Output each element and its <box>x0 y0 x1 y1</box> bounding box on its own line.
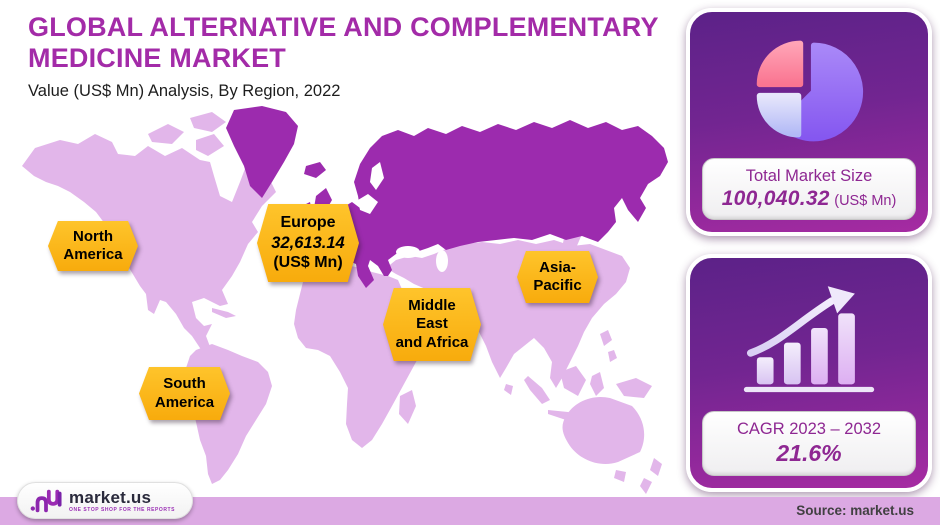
marketus-logo-icon <box>30 489 62 512</box>
map-north-america <box>22 134 276 362</box>
region-label-text: Europe <box>280 214 336 232</box>
map-iceland <box>304 162 326 178</box>
bar-1 <box>756 357 774 385</box>
map-baltic-sea <box>358 194 378 214</box>
region-unit: (US$ Mn) <box>273 254 343 272</box>
map-gulf-of-bothnia <box>370 162 384 190</box>
marketus-logo: market.us ONE STOP SHOP FOR THE REPORTS <box>17 482 193 519</box>
total-market-size-unit: (US$ Mn) <box>834 193 897 209</box>
region-label-text: Middle <box>408 297 456 315</box>
map-madagascar <box>399 390 416 424</box>
page-subtitle: Value (US$ Mn) Analysis, By Region, 2022 <box>28 82 341 100</box>
trend-arrow-shaft <box>746 297 836 357</box>
map-borneo <box>560 366 586 396</box>
page-title-line2: MEDICINE MARKET <box>28 43 286 74</box>
region-label-europe: Europe 32,613.14 (US$ Mn) <box>257 204 359 282</box>
total-market-size-value: 100,040.32 <box>721 187 830 210</box>
cagr-box: CAGR 2023 – 2032 21.6% <box>702 410 916 476</box>
region-label-middle-east-africa: Middle East and Africa <box>383 288 481 361</box>
region-label-south-america: South America <box>139 367 230 420</box>
pie-chart-icon <box>756 40 864 142</box>
total-market-size-label: Total Market Size <box>745 166 873 185</box>
logo-title: market.us <box>69 487 152 507</box>
map-sulawesi <box>590 372 604 396</box>
bar-3 <box>811 328 828 385</box>
map-new-zealand <box>640 458 662 494</box>
map-arctic-island-3 <box>196 134 224 156</box>
page-title-line1: GLOBAL ALTERNATIVE AND COMPLEMENTARY <box>28 12 659 42</box>
region-label-text: America <box>154 393 215 411</box>
total-market-size-value-row: 100,040.32 (US$ Mn) <box>705 187 913 211</box>
cagr-panel: CAGR 2023 – 2032 21.6% <box>686 254 932 492</box>
map-arctic-island-2 <box>190 112 226 132</box>
region-label-text: Asia- <box>539 258 576 276</box>
source-text: Source: market.us <box>796 503 914 518</box>
region-label-text: Pacific <box>533 277 582 294</box>
map-black-sea <box>396 246 420 258</box>
bar-2 <box>783 342 801 385</box>
region-label-text: America <box>63 246 123 263</box>
region-label-text: East <box>416 315 448 333</box>
map-tasmania <box>614 470 626 482</box>
logo-tagline: ONE STOP SHOP FOR THE REPORTS <box>69 506 175 513</box>
total-market-size-panel: Total Market Size 100,040.32 (US$ Mn) <box>686 8 932 236</box>
map-australia <box>562 396 645 465</box>
cagr-value: 21.6% <box>776 440 842 466</box>
total-market-size-box: Total Market Size 100,040.32 (US$ Mn) <box>702 157 916 220</box>
map-new-guinea <box>616 378 652 398</box>
region-value: 32,613.14 <box>271 233 345 252</box>
region-label-text: and Africa <box>395 333 469 351</box>
map-philippines <box>600 330 617 362</box>
map-caspian-sea <box>436 250 448 272</box>
map-highlight-regions <box>226 106 668 288</box>
map-eurasia-highlight <box>288 120 668 288</box>
map-greenland <box>226 106 298 198</box>
region-label-asia-pacific: Asia- Pacific <box>517 251 598 303</box>
bar-4 <box>838 313 855 385</box>
trend-arrow-head <box>827 286 855 314</box>
cagr-label: CAGR 2023 – 2032 <box>736 419 881 438</box>
region-label-text: South <box>163 375 206 393</box>
map-sumatra <box>524 376 550 404</box>
map-sri-lanka <box>504 384 513 395</box>
marketus-logo-text: market.us ONE STOP SHOP FOR THE REPORTS <box>69 489 175 513</box>
map-arctic-island-1 <box>148 124 184 144</box>
growth-bar-chart-icon <box>743 286 875 393</box>
region-label-north-america: North America <box>48 221 138 271</box>
map-caribbean <box>212 308 236 318</box>
page-title: GLOBAL ALTERNATIVE AND COMPLEMENTARY MED… <box>28 12 688 75</box>
region-label-text: North <box>73 227 113 245</box>
